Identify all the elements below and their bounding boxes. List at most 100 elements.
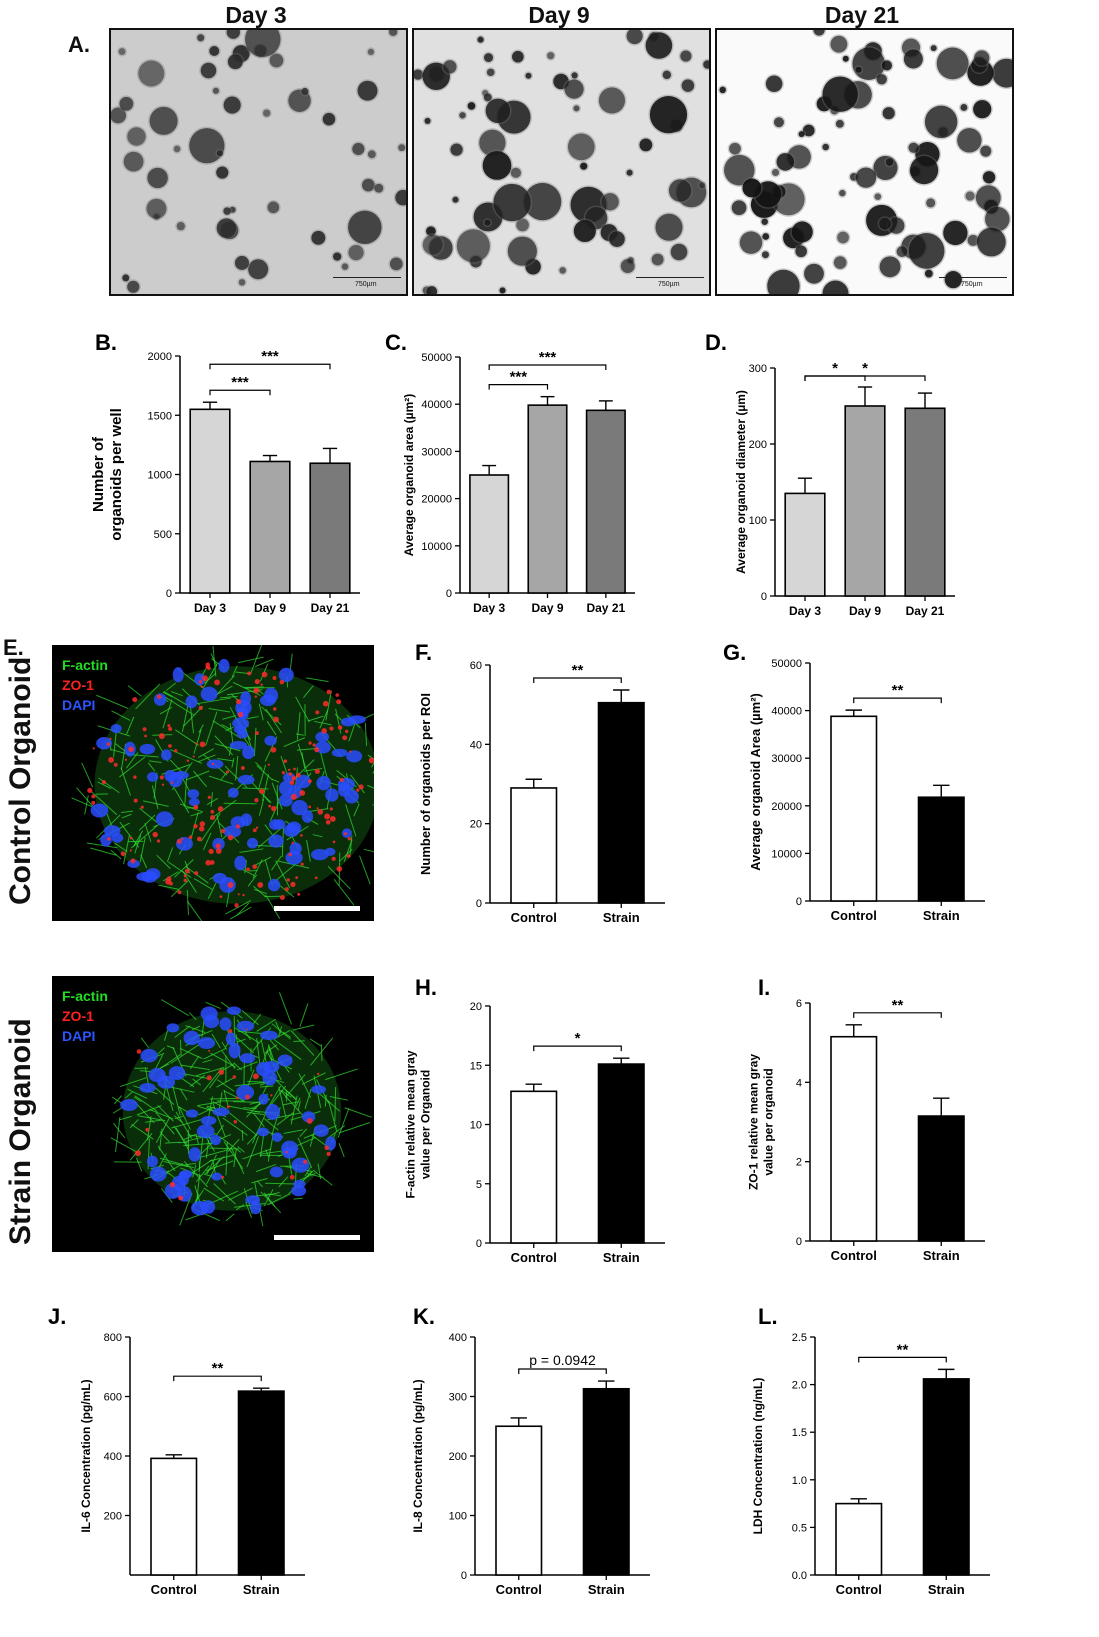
y-tick-label: 200 — [449, 1451, 467, 1463]
y-tick-label: 20000 — [421, 494, 452, 506]
bar — [510, 787, 558, 904]
actin-fiber — [139, 807, 158, 823]
nucleus — [120, 1099, 138, 1112]
organoid — [322, 112, 336, 126]
actin-fiber — [245, 1201, 252, 1218]
nucleus — [285, 850, 303, 865]
tight-junction-spot — [173, 749, 178, 753]
row-label-strain: Strain Organoid — [4, 1018, 37, 1245]
y-tick-label: 300 — [749, 363, 767, 375]
y-tick-label: 5 — [476, 1179, 482, 1191]
actin-fiber — [292, 1024, 315, 1031]
tight-junction-spot — [295, 876, 299, 880]
actin-fiber — [193, 878, 213, 890]
organoid — [822, 143, 829, 151]
organoid — [422, 234, 443, 255]
organoid — [729, 142, 741, 155]
organoid — [924, 105, 958, 139]
actin-fiber — [179, 1088, 188, 1101]
actin-fiber — [372, 770, 374, 774]
tight-junction-spot — [329, 816, 336, 822]
actin-fiber — [126, 752, 139, 769]
tight-junction-spot — [324, 813, 331, 820]
actin-fiber — [188, 1012, 197, 1021]
y-tick-label: 20 — [470, 1001, 482, 1013]
nucleus — [259, 694, 276, 707]
nucleus — [234, 855, 247, 871]
actin-fiber — [363, 848, 374, 853]
actin-fiber — [225, 899, 252, 915]
significance-label: * — [862, 360, 868, 377]
nucleus — [171, 1175, 186, 1191]
tight-junction-spot — [183, 878, 188, 883]
tight-junction-spot — [158, 733, 165, 740]
actin-fiber — [175, 729, 200, 747]
actin-fiber — [140, 1037, 149, 1048]
chart-c: C. Average organoid area (µm²) 0 10000 20000… — [385, 330, 635, 615]
tight-junction-spot — [316, 1072, 320, 1076]
nucleus — [200, 686, 218, 702]
significance-label: ** — [572, 662, 584, 679]
actin-fiber — [158, 884, 179, 890]
tight-junction-spot — [344, 729, 349, 734]
tight-junction-spot — [195, 742, 198, 745]
tight-junction-spot — [329, 807, 333, 811]
y-tick-label: 10000 — [771, 848, 802, 860]
tight-junction-spot — [368, 757, 374, 764]
bar — [917, 796, 965, 902]
actin-fiber — [231, 758, 235, 768]
tight-junction-spot — [196, 836, 202, 842]
organoid — [389, 30, 398, 36]
tight-junction-spot — [170, 781, 174, 784]
organoid-image-day-9 — [414, 30, 709, 294]
nucleus — [185, 695, 198, 709]
tight-junction-spot — [267, 763, 270, 766]
organoid — [909, 156, 939, 185]
organoid — [804, 263, 824, 284]
tight-junction-spot — [210, 814, 216, 821]
organoid — [976, 227, 1006, 257]
actin-fiber — [275, 1021, 282, 1034]
nucleus — [146, 772, 159, 782]
organoid — [348, 244, 364, 261]
tight-junction-spot — [199, 741, 206, 748]
significance-label: ** — [212, 1360, 224, 1377]
confocal-image-strain — [110, 992, 372, 1227]
tight-junction-spot — [167, 724, 171, 728]
scale-bar — [274, 906, 360, 911]
organoid — [485, 98, 511, 124]
legend-zo-1: ZO-1 — [62, 1008, 94, 1024]
actin-fiber — [267, 1193, 291, 1206]
actin-fiber — [165, 682, 177, 692]
actin-fiber — [90, 847, 117, 856]
actin-fiber — [111, 710, 131, 721]
nucleus — [245, 1195, 261, 1205]
actin-fiber — [235, 1204, 245, 1211]
actin-fiber — [256, 1018, 276, 1032]
tight-junction-spot — [227, 881, 234, 888]
bar — [904, 407, 946, 597]
tight-junction-spot — [326, 689, 332, 695]
tight-junction-spot — [145, 1127, 150, 1132]
significance-label: * — [575, 1030, 581, 1047]
tight-junction-spot — [120, 851, 126, 857]
actin-fiber — [162, 699, 173, 729]
tight-junction-spot — [193, 823, 198, 829]
actin-fiber — [134, 834, 142, 854]
organoid — [374, 183, 384, 193]
actin-fiber — [114, 1116, 121, 1153]
actin-fiber — [277, 860, 310, 869]
actin-fiber — [171, 1084, 181, 1116]
organoid — [573, 219, 596, 243]
actin-fiber — [157, 1145, 176, 1171]
actin-fiber — [180, 1064, 210, 1071]
organoid — [974, 50, 990, 66]
actin-fiber — [145, 1119, 162, 1123]
actin-fiber — [123, 834, 130, 865]
nucleus — [219, 1017, 232, 1031]
nucleus — [155, 811, 174, 827]
actin-fiber — [319, 709, 329, 729]
actin-fiber — [312, 834, 323, 838]
actin-fiber — [225, 1213, 235, 1222]
tight-junction-spot — [240, 765, 245, 770]
